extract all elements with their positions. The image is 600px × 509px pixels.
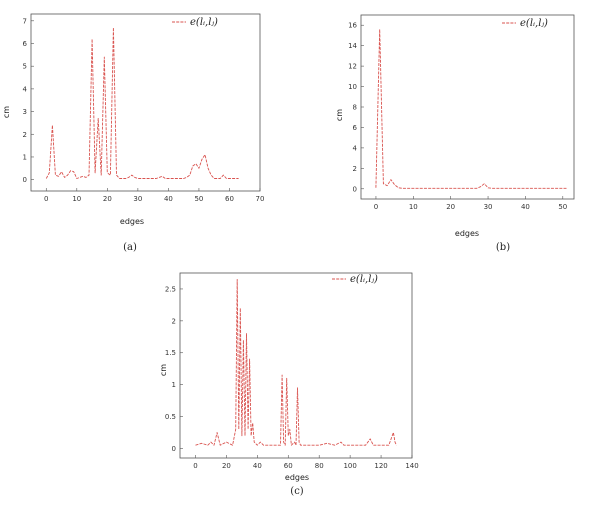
plot-frame xyxy=(179,272,413,459)
x-tick-label: 120 xyxy=(374,462,387,470)
x-tick-label: 80 xyxy=(315,462,324,470)
y-tick-label: 2.5 xyxy=(165,285,176,293)
x-axis-label: edges xyxy=(285,473,309,482)
y-axis-label: cm xyxy=(159,364,168,376)
y-tick-label: 0 xyxy=(353,185,357,193)
y-tick-label: 6 xyxy=(353,124,358,132)
y-tick-label: 16 xyxy=(348,22,357,30)
y-tick-label: 7 xyxy=(23,17,27,25)
x-tick-label: 60 xyxy=(225,195,234,203)
x-tick-label: 50 xyxy=(194,195,203,203)
y-tick-label: 4 xyxy=(353,144,358,152)
y-tick-label: 3 xyxy=(23,108,27,116)
x-tick-label: 40 xyxy=(164,195,173,203)
x-tick-label: 10 xyxy=(409,203,418,211)
y-tick-label: 2 xyxy=(353,165,357,173)
series-line xyxy=(195,278,397,446)
x-tick-label: 0 xyxy=(44,195,48,203)
x-tick-label: 50 xyxy=(558,203,567,211)
x-tick-label: 20 xyxy=(103,195,112,203)
x-tick-label: 70 xyxy=(256,195,265,203)
y-tick-label: 2 xyxy=(172,317,176,325)
x-tick-label: 20 xyxy=(446,203,455,211)
y-tick-label: 0 xyxy=(172,445,176,453)
panel-caption: (c) xyxy=(290,486,304,497)
y-axis-label: cm xyxy=(2,106,11,118)
y-tick-label: 8 xyxy=(353,104,357,112)
y-tick-label: 1 xyxy=(172,381,176,389)
x-axis-label: edges xyxy=(120,217,144,226)
y-tick-label: 10 xyxy=(348,83,357,91)
legend-entry: e(lᵢ,lⱼ) xyxy=(350,274,378,285)
y-tick-label: 12 xyxy=(348,63,357,71)
y-axis-label: cm xyxy=(335,109,344,121)
y-tick-label: 5 xyxy=(23,63,27,71)
x-tick-label: 10 xyxy=(72,195,81,203)
y-tick-label: 4 xyxy=(23,85,28,93)
panel-caption: (a) xyxy=(123,242,137,253)
legend-entry: e(lᵢ,lⱼ) xyxy=(520,18,548,29)
y-tick-label: 6 xyxy=(23,40,28,48)
x-tick-label: 30 xyxy=(133,195,142,203)
y-tick-label: 1 xyxy=(23,153,27,161)
legend-entry: e(lᵢ,lⱼ) xyxy=(190,17,218,28)
panel-c: 0 20 40 60 80 100 120 140 0 0.5 1 1.5 2 2.5 e(lᵢ,lⱼ) ed… xyxy=(159,272,419,497)
series-line xyxy=(45,27,239,179)
x-tick-label: 0 xyxy=(374,203,378,211)
plot-frame xyxy=(360,14,575,200)
plot-frame xyxy=(30,13,261,192)
x-axis-label: edges xyxy=(455,229,479,238)
y-tick-label: 2 xyxy=(23,131,27,139)
x-tick-label: 40 xyxy=(521,203,530,211)
y-tick-label: 0 xyxy=(23,176,27,184)
x-tick-label: 60 xyxy=(284,462,293,470)
y-tick-label: 1.5 xyxy=(165,349,176,357)
x-tick-label: 30 xyxy=(484,203,493,211)
x-tick-label: 140 xyxy=(405,462,418,470)
panel-caption: (b) xyxy=(496,242,510,253)
x-tick-label: 0 xyxy=(193,462,197,470)
y-tick-label: 14 xyxy=(348,42,357,50)
x-tick-label: 20 xyxy=(222,462,231,470)
x-tick-label: 100 xyxy=(343,462,356,470)
x-tick-label: 40 xyxy=(253,462,262,470)
panel-b: 0 10 20 30 40 50 0 2 4 6 8 10 12 14 16 e(lᵢ,lⱼ) edges cm (… xyxy=(335,14,575,253)
y-tick-label: 0.5 xyxy=(165,413,176,421)
panel-a: 0 10 20 30 40 50 60 70 0 1 2 3 4 5 6 7 e(lᵢ,lⱼ) edges cm (a… xyxy=(2,13,265,253)
series-line xyxy=(375,28,567,189)
